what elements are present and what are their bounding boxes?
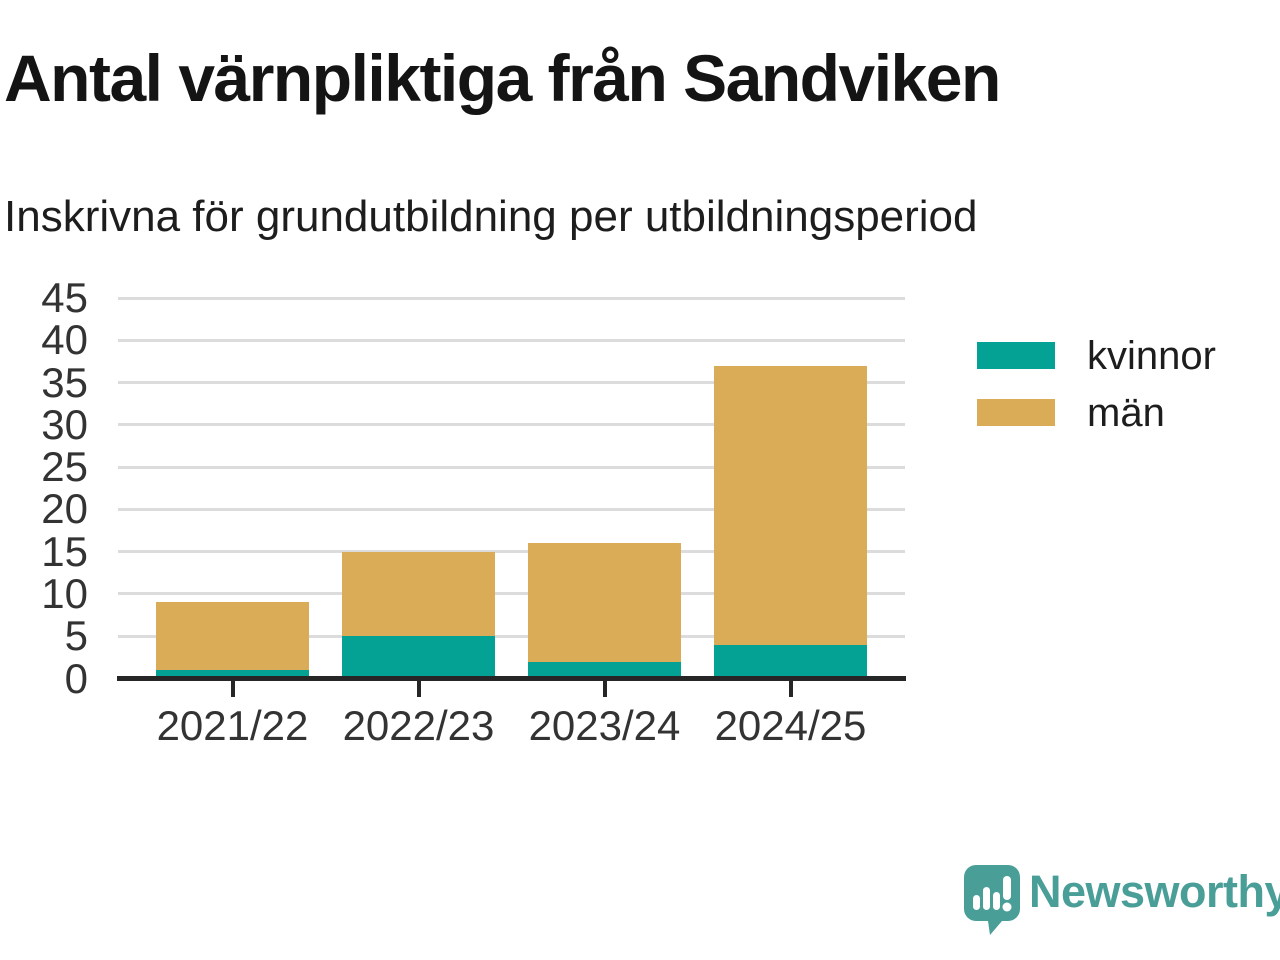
x-axis-label: 2023/24 [528,702,681,749]
page-subtitle: Inskrivna för grundutbildning per utbild… [4,192,978,241]
legend-swatch-män [977,399,1055,426]
x-axis-label: 2021/22 [156,702,309,749]
gridline [118,634,905,638]
gridline [118,296,905,300]
gridline [118,550,905,554]
x-axis-tick [230,681,235,697]
x-axis-tick [788,681,793,697]
y-axis-tick-label: 35 [41,358,88,406]
y-axis-tick-label: 5 [64,612,88,660]
bar-segment-kvinnor [714,644,867,679]
chart-speech-bubble-icon [964,865,1020,935]
y-axis-tick-label: 30 [41,400,88,448]
x-axis-label: 2024/25 [714,702,867,749]
gridline [118,338,905,342]
x-axis-line [117,676,906,681]
gridline [118,423,905,427]
bar-segment-män [156,602,309,671]
brand-name: Newsworthy [1029,866,1280,917]
x-axis-tick [416,681,421,697]
gridline [118,381,905,385]
y-axis-tick-label: 10 [41,569,88,617]
gridline [118,507,905,511]
gridline [118,465,905,469]
bar-segment-kvinnor [156,670,309,679]
bar-segment-män [714,365,867,645]
y-axis-tick-label: 0 [64,654,88,702]
y-axis-tick-label: 15 [41,527,88,575]
legend-label-män: män [1087,391,1165,435]
x-axis-label: 2022/23 [342,702,495,749]
bar-segment-kvinnor [342,636,495,679]
legend-swatch-kvinnor [977,342,1055,369]
y-axis-tick-label: 40 [41,316,88,364]
bar-segment-män [342,551,495,637]
legend-label-kvinnor: kvinnor [1087,334,1216,378]
y-axis-tick-label: 20 [41,485,88,533]
x-axis-tick [602,681,607,697]
y-axis-tick-label: 45 [41,274,88,321]
page-title: Antal värnpliktiga från Sandviken [4,41,1001,115]
bar-segment-män [528,543,681,662]
bar-segment-kvinnor [528,661,681,679]
gridline [118,592,905,596]
y-axis-tick-label: 25 [41,443,88,491]
